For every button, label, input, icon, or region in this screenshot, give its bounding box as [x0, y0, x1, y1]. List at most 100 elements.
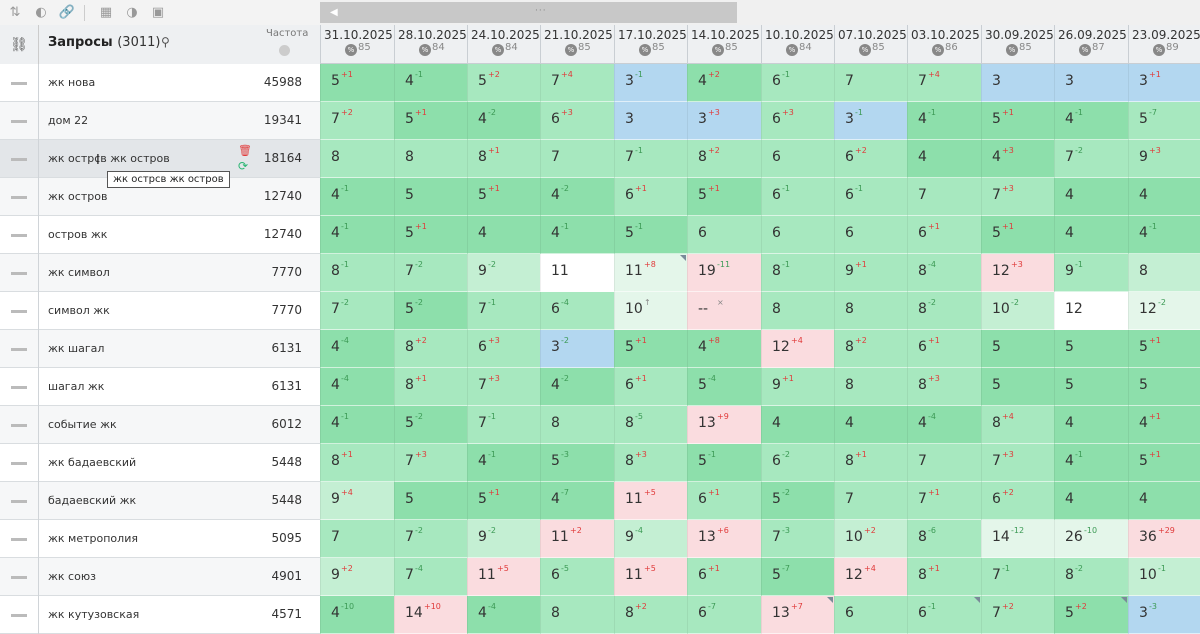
position-cell[interactable]: 14 -12	[981, 520, 1054, 558]
position-cell[interactable]: 4 -4	[320, 368, 394, 406]
position-cell[interactable]: 4 -7	[540, 482, 614, 520]
position-cell[interactable]: 8 -2	[1054, 558, 1128, 596]
date-column-header[interactable]: 28.10.2025% 84	[394, 25, 467, 64]
position-cell[interactable]: 5 +1	[467, 482, 540, 520]
table-row[interactable]: символ жк 7770	[0, 292, 320, 330]
position-cell[interactable]: 7	[907, 178, 981, 216]
toggle-icon[interactable]: ◐	[35, 5, 47, 20]
position-cell[interactable]: 6 -4	[540, 292, 614, 330]
table-row[interactable]: событие жк 6012	[0, 406, 320, 444]
row-handle-icon[interactable]	[11, 196, 27, 199]
position-cell[interactable]: 9 +2	[320, 558, 394, 596]
position-cell[interactable]: 6 +1	[614, 178, 687, 216]
position-cell[interactable]: 8 -6	[907, 520, 981, 558]
position-cell[interactable]: 8 +1	[320, 444, 394, 482]
row-handle-icon[interactable]	[11, 386, 27, 389]
position-cell[interactable]: 6	[834, 216, 907, 254]
table-row[interactable]: жк бадаевский 5448	[0, 444, 320, 482]
position-cell[interactable]: 5 -2	[394, 406, 467, 444]
position-cell[interactable]: 8 -2	[907, 292, 981, 330]
position-cell[interactable]: 12 -2	[1128, 292, 1200, 330]
position-cell[interactable]: 5 -4	[687, 368, 761, 406]
position-cell[interactable]: 3	[981, 64, 1054, 102]
contrast-icon[interactable]: ◑	[126, 5, 138, 20]
position-cell[interactable]: 8 -5	[614, 406, 687, 444]
position-cell[interactable]: 6 +3	[540, 102, 614, 140]
position-cell[interactable]: 5	[394, 482, 467, 520]
position-cell[interactable]: 5 +1	[1128, 330, 1200, 368]
position-cell[interactable]: 8 +2	[394, 330, 467, 368]
position-cell[interactable]: 13 +7	[761, 596, 834, 634]
table-row[interactable]: жк нова 45988	[0, 64, 320, 102]
position-cell[interactable]: 4	[1128, 178, 1200, 216]
position-cell[interactable]: 12	[1054, 292, 1128, 330]
position-cell[interactable]: 4 -2	[540, 178, 614, 216]
position-cell[interactable]: 8	[540, 596, 614, 634]
position-cell[interactable]: 5 -2	[761, 482, 834, 520]
position-cell[interactable]: 3 -1	[834, 102, 907, 140]
position-cell[interactable]: 8	[320, 140, 394, 178]
position-cell[interactable]: 10 -2	[981, 292, 1054, 330]
row-handle-icon[interactable]	[11, 348, 27, 351]
position-cell[interactable]: 3	[1054, 64, 1128, 102]
position-cell[interactable]: 5 +1	[320, 64, 394, 102]
position-cell[interactable]: 5 +1	[687, 178, 761, 216]
table-row[interactable]: шагал жк 6131	[0, 368, 320, 406]
row-handle-icon[interactable]	[11, 538, 27, 541]
position-cell[interactable]: 5 -2	[394, 292, 467, 330]
position-cell[interactable]: 8	[834, 368, 907, 406]
image-icon[interactable]: ▣	[151, 5, 165, 20]
position-cell[interactable]: 13 +6	[687, 520, 761, 558]
position-cell[interactable]: 6 +3	[467, 330, 540, 368]
row-handle-icon[interactable]	[11, 82, 27, 85]
position-cell[interactable]: 7 +4	[907, 64, 981, 102]
position-cell[interactable]: 7	[834, 482, 907, 520]
position-cell[interactable]: 4 -1	[1054, 102, 1128, 140]
position-cell[interactable]: 5 -1	[687, 444, 761, 482]
refresh-icon[interactable]: ⟳	[238, 159, 249, 173]
position-cell[interactable]: 9 +1	[834, 254, 907, 292]
position-cell[interactable]: 8 -1	[320, 254, 394, 292]
position-cell[interactable]: 8 +1	[467, 140, 540, 178]
position-cell[interactable]: 8	[834, 292, 907, 330]
position-cell[interactable]: 4 -1	[907, 102, 981, 140]
position-cell[interactable]: 7 -1	[467, 292, 540, 330]
position-cell[interactable]: 11 +5	[467, 558, 540, 596]
position-cell[interactable]: 6 +1	[907, 216, 981, 254]
position-cell[interactable]: 8	[540, 406, 614, 444]
position-cell[interactable]: 13 +9	[687, 406, 761, 444]
position-cell[interactable]: 7 +1	[907, 482, 981, 520]
query-text[interactable]: символ жк	[48, 304, 110, 317]
position-cell[interactable]: 7 -2	[1054, 140, 1128, 178]
row-handle-icon[interactable]	[11, 500, 27, 503]
position-cell[interactable]: 5 -7	[1128, 102, 1200, 140]
position-cell[interactable]: 6	[834, 596, 907, 634]
position-cell[interactable]: 7	[540, 140, 614, 178]
row-handle-icon[interactable]	[11, 614, 27, 617]
position-cell[interactable]: 4 -1	[394, 64, 467, 102]
position-cell[interactable]: 5 +1	[1128, 444, 1200, 482]
position-cell[interactable]: 4 +1	[1128, 406, 1200, 444]
position-cell[interactable]: 4 -1	[467, 444, 540, 482]
query-text[interactable]: жк острсв жк острoв	[48, 152, 170, 165]
query-text[interactable]: жк остров	[48, 190, 108, 203]
position-cell[interactable]: 5 +1	[394, 102, 467, 140]
position-cell[interactable]: 7	[834, 64, 907, 102]
position-cell[interactable]: 9 -2	[467, 520, 540, 558]
query-text[interactable]: жк символ	[48, 266, 110, 279]
position-cell[interactable]: 10 -1	[1128, 558, 1200, 596]
trash-icon[interactable]: 🗑	[238, 144, 252, 157]
position-cell[interactable]: 8 +4	[981, 406, 1054, 444]
position-cell[interactable]: 4 +3	[981, 140, 1054, 178]
position-cell[interactable]: 6	[761, 140, 834, 178]
row-handle-icon[interactable]	[11, 424, 27, 427]
row-handle-icon[interactable]	[11, 310, 27, 313]
position-cell[interactable]: 3 -3	[1128, 596, 1200, 634]
position-cell[interactable]: 6 -7	[687, 596, 761, 634]
search-icon[interactable]: ⚲	[161, 35, 170, 49]
position-cell[interactable]: 4 -1	[320, 216, 394, 254]
query-text[interactable]: дом 22	[48, 114, 89, 127]
position-cell[interactable]: 4	[907, 140, 981, 178]
position-cell[interactable]: 19 -11	[687, 254, 761, 292]
position-cell[interactable]: 5 +1	[981, 216, 1054, 254]
